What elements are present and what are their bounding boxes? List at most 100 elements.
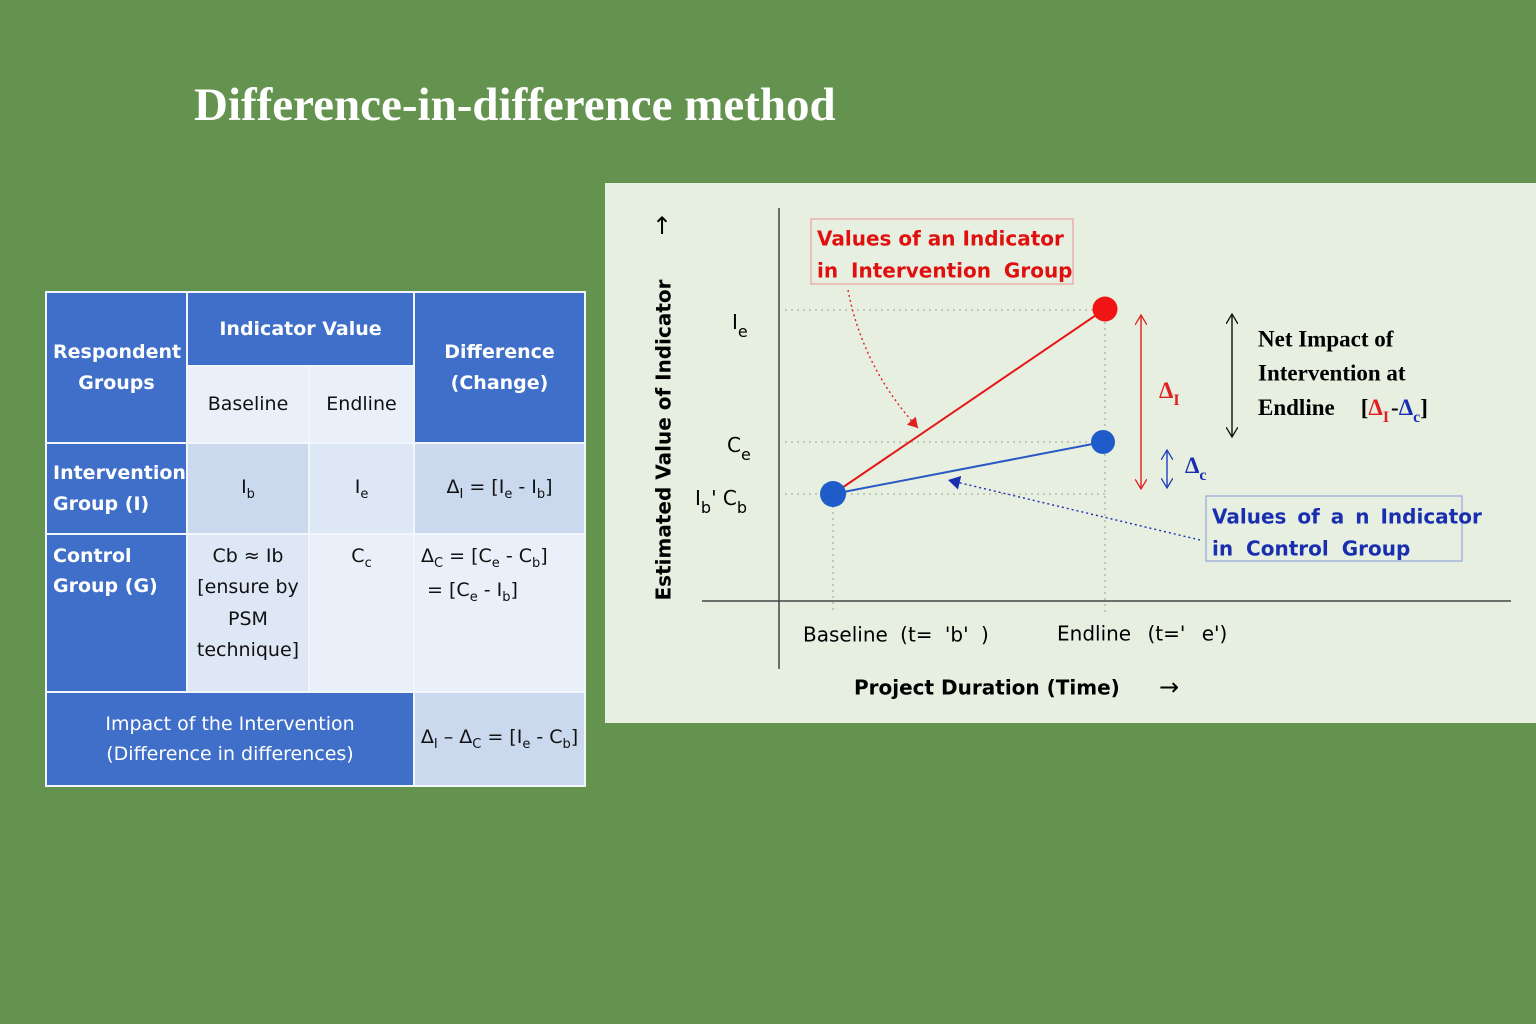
text-fragment: Δ <box>1368 395 1383 420</box>
text-fragment: C <box>472 737 482 752</box>
text-fragment: e <box>469 589 478 605</box>
text-fragment: = [C <box>421 578 470 601</box>
text-fragment: I <box>1383 409 1389 426</box>
footer-value: ΔI – ΔC = [Ie - Cb] <box>413 691 587 787</box>
net-impact-text: Endline [ΔI-Δc] <box>1258 395 1428 426</box>
net-impact-text: Net Impact of <box>1258 326 1394 351</box>
text-fragment: = [I <box>463 475 505 498</box>
table-row: Respondent Groups Indicator Value Differ… <box>45 291 587 444</box>
point-label: Ib' Cb <box>695 486 747 518</box>
row-label: Intervention Group (I) <box>45 442 188 535</box>
text-fragment: I <box>354 475 361 498</box>
text-fragment: Δ <box>421 545 435 567</box>
text-fragment: e <box>360 486 369 502</box>
did-diagram: ↑ Estimated Value of Indicator Ie Ce Ib'… <box>605 183 1536 723</box>
cell: Ib <box>186 442 310 535</box>
text-fragment: - I <box>512 475 537 498</box>
baseline-point <box>820 481 846 507</box>
text-fragment: I <box>459 486 464 502</box>
text-fragment: e <box>741 445 751 464</box>
control-endline-point <box>1091 430 1115 454</box>
table-row: Impact of the Intervention (Difference i… <box>44 691 587 787</box>
text-fragment: b <box>536 486 546 502</box>
text-fragment: Δ <box>1185 453 1200 478</box>
control-line <box>832 441 1104 495</box>
text-fragment: = [I <box>481 726 523 749</box>
text-fragment: b <box>531 555 541 571</box>
y-axis-label: Estimated Value of Indicator <box>652 279 676 600</box>
guides <box>785 309 1106 613</box>
header-cell: Respondent Groups <box>45 291 188 444</box>
text-fragment: Respondent Groups Indicator Value Differ… <box>44 291 587 787</box>
delta-i-label: ΔI <box>1159 378 1180 409</box>
intervention-line <box>832 308 1106 495</box>
cell: ΔI = [Ie - Ib] <box>413 442 587 535</box>
text-fragment: e <box>504 486 513 502</box>
control-box-text: in Control Group <box>1212 537 1410 561</box>
text-fragment: C <box>351 545 365 567</box>
control-pointer <box>947 475 1201 541</box>
text-fragment: C <box>727 433 741 457</box>
formula-line: ΔC = [Ce - Cb] <box>421 541 578 575</box>
table-row: Intervention Group (I) Ib Ie ΔI = [Ie - … <box>45 442 587 535</box>
y-arrow: ↑ <box>652 212 672 240</box>
cell: Ie <box>307 442 416 535</box>
formula-line: = [Ce - Ib] <box>421 575 578 609</box>
row-label: Control Group (G) <box>45 533 188 693</box>
text-fragment: Δ <box>1159 378 1174 403</box>
control-box-text: Values of a n Indicator <box>1212 505 1482 529</box>
panel-background <box>605 183 1536 723</box>
text-fragment: c <box>1199 467 1206 484</box>
text-fragment: Δ <box>1399 395 1414 420</box>
text-fragment: I <box>433 737 438 752</box>
cell: ΔC = [Ce - Cb] = [Ce - Ib] <box>413 533 587 693</box>
intervention-endline-point <box>1092 296 1118 322</box>
text-fragment: ] <box>1420 395 1428 420</box>
intervention-box-text: in Intervention Group <box>817 259 1073 283</box>
cell: Cc <box>307 533 416 693</box>
text-fragment: C <box>434 555 444 571</box>
text-fragment: e <box>738 322 748 341</box>
text-fragment: ' C <box>711 486 737 510</box>
header-cell: Baseline <box>186 365 310 444</box>
text-fragment: - <box>1391 395 1399 420</box>
text-fragment: I <box>1173 392 1179 409</box>
text-fragment: e <box>522 737 531 752</box>
footer-label: Impact of the Intervention (Difference i… <box>44 691 416 787</box>
table-row: Control Group (G) Cb ≈ Ib [ensure by PSM… <box>45 533 587 693</box>
net-impact-text: Intervention at <box>1258 360 1406 385</box>
x-axis-label: Project Duration (Time) <box>854 676 1120 700</box>
text-fragment: ] <box>545 475 553 498</box>
delta-c-label: Δc <box>1185 453 1207 484</box>
point-label: Ie <box>732 310 748 342</box>
point-label: Ce <box>727 433 751 465</box>
x-label: Baseline (t= 'b' ) <box>803 623 989 647</box>
text-fragment: Endline <box>1258 395 1335 420</box>
control-box <box>1205 495 1463 562</box>
text-fragment: Δ <box>420 726 434 749</box>
text-fragment: b <box>562 737 571 752</box>
header-cell: Difference (Change) <box>413 291 587 444</box>
text-fragment: b <box>737 498 747 517</box>
text-fragment: I <box>732 310 738 334</box>
text-fragment: ] <box>540 545 548 567</box>
text-fragment: I <box>241 475 247 498</box>
text-fragment: ] <box>510 578 518 601</box>
text-fragment: b <box>502 589 511 605</box>
text-fragment: – Δ <box>437 726 473 749</box>
text-fragment: b <box>246 486 255 502</box>
intervention-box <box>810 218 1074 285</box>
text-fragment: I <box>695 486 701 510</box>
header-cell: Endline <box>307 365 416 444</box>
text-fragment: [ <box>1361 395 1369 420</box>
cell: Cb ≈ Ib [ensure by PSM technique] <box>186 533 310 693</box>
text-fragment: c <box>364 555 372 571</box>
intervention-box-text: Values of an Indicator <box>817 227 1064 251</box>
text-fragment: e <box>491 555 500 571</box>
text-fragment: Δ <box>446 475 460 498</box>
title: Difference-in-difference method <box>194 79 836 131</box>
text-fragment: Cb ≈ Ib [ensure by PSM technique] <box>196 545 300 662</box>
table-row: Baseline Endline <box>46 365 585 444</box>
